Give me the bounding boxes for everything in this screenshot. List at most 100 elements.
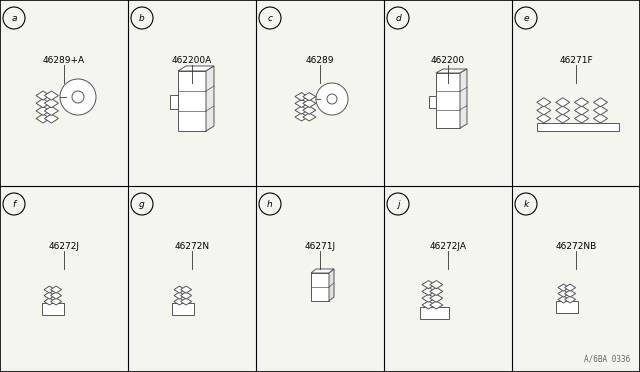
Polygon shape — [564, 284, 575, 291]
Text: 46272NB: 46272NB — [556, 242, 596, 251]
Polygon shape — [430, 288, 443, 295]
Polygon shape — [556, 114, 570, 123]
Polygon shape — [537, 114, 551, 123]
Polygon shape — [44, 106, 58, 115]
Polygon shape — [558, 296, 569, 303]
Polygon shape — [178, 66, 214, 71]
Polygon shape — [51, 298, 61, 305]
Polygon shape — [295, 113, 308, 121]
Circle shape — [3, 193, 25, 215]
Circle shape — [387, 193, 409, 215]
Text: 46289+A: 46289+A — [43, 56, 85, 65]
Text: 462200: 462200 — [431, 56, 465, 65]
Polygon shape — [36, 99, 50, 108]
Bar — [172, 303, 193, 315]
Polygon shape — [556, 98, 570, 107]
Polygon shape — [44, 286, 55, 293]
Bar — [436, 73, 460, 128]
Circle shape — [131, 7, 153, 29]
Polygon shape — [44, 292, 55, 299]
Polygon shape — [564, 290, 575, 297]
Polygon shape — [180, 298, 191, 305]
Polygon shape — [422, 301, 435, 309]
Polygon shape — [180, 286, 191, 293]
Bar — [429, 96, 436, 108]
Circle shape — [316, 83, 348, 115]
Polygon shape — [593, 106, 607, 115]
Polygon shape — [174, 298, 185, 305]
Polygon shape — [537, 106, 551, 115]
Text: h: h — [267, 199, 273, 208]
Text: 462200A: 462200A — [172, 56, 212, 65]
Polygon shape — [303, 99, 316, 108]
Text: 46271F: 46271F — [559, 56, 593, 65]
Polygon shape — [329, 269, 334, 301]
Polygon shape — [460, 69, 467, 128]
Polygon shape — [430, 280, 443, 289]
Bar — [311, 273, 329, 301]
Polygon shape — [44, 91, 58, 100]
Polygon shape — [422, 294, 435, 302]
Polygon shape — [44, 114, 58, 123]
Text: e: e — [524, 13, 529, 22]
Circle shape — [259, 193, 281, 215]
Text: 46272N: 46272N — [175, 242, 209, 251]
Text: a: a — [12, 13, 17, 22]
Text: c: c — [268, 13, 273, 22]
Polygon shape — [422, 288, 435, 295]
Text: A/6BA 0336: A/6BA 0336 — [584, 355, 630, 364]
Bar — [178, 71, 206, 131]
Bar — [420, 307, 449, 319]
Polygon shape — [44, 99, 58, 108]
Polygon shape — [174, 292, 185, 299]
Polygon shape — [311, 269, 334, 273]
Text: 46272J: 46272J — [49, 242, 79, 251]
Circle shape — [60, 79, 96, 115]
Polygon shape — [556, 106, 570, 115]
Polygon shape — [303, 106, 316, 114]
Polygon shape — [36, 114, 50, 123]
Polygon shape — [44, 298, 55, 305]
Bar — [537, 123, 620, 131]
Polygon shape — [558, 284, 569, 291]
Text: d: d — [395, 13, 401, 22]
Bar — [556, 301, 577, 313]
Text: k: k — [524, 199, 529, 208]
Polygon shape — [575, 114, 589, 123]
Text: g: g — [139, 199, 145, 208]
Circle shape — [131, 193, 153, 215]
Polygon shape — [558, 290, 569, 297]
Text: 46289: 46289 — [306, 56, 334, 65]
Circle shape — [515, 7, 537, 29]
Polygon shape — [575, 98, 589, 107]
Bar — [42, 303, 63, 315]
Polygon shape — [206, 66, 214, 131]
Text: 46271J: 46271J — [305, 242, 335, 251]
Polygon shape — [51, 286, 61, 293]
Polygon shape — [436, 69, 467, 73]
Circle shape — [515, 193, 537, 215]
Polygon shape — [303, 113, 316, 121]
Text: b: b — [139, 13, 145, 22]
Polygon shape — [303, 93, 316, 100]
Polygon shape — [36, 106, 50, 115]
Polygon shape — [295, 106, 308, 114]
Polygon shape — [593, 114, 607, 123]
Polygon shape — [295, 99, 308, 108]
Polygon shape — [593, 98, 607, 107]
Text: 46272JA: 46272JA — [429, 242, 467, 251]
Polygon shape — [430, 301, 443, 309]
Polygon shape — [430, 294, 443, 302]
Polygon shape — [575, 106, 589, 115]
Circle shape — [387, 7, 409, 29]
Polygon shape — [36, 91, 50, 100]
Polygon shape — [174, 286, 185, 293]
Polygon shape — [564, 296, 575, 303]
Circle shape — [3, 7, 25, 29]
Polygon shape — [422, 280, 435, 289]
Bar — [170, 95, 178, 109]
Polygon shape — [537, 98, 551, 107]
Polygon shape — [295, 93, 308, 100]
Circle shape — [259, 7, 281, 29]
Text: f: f — [12, 199, 15, 208]
